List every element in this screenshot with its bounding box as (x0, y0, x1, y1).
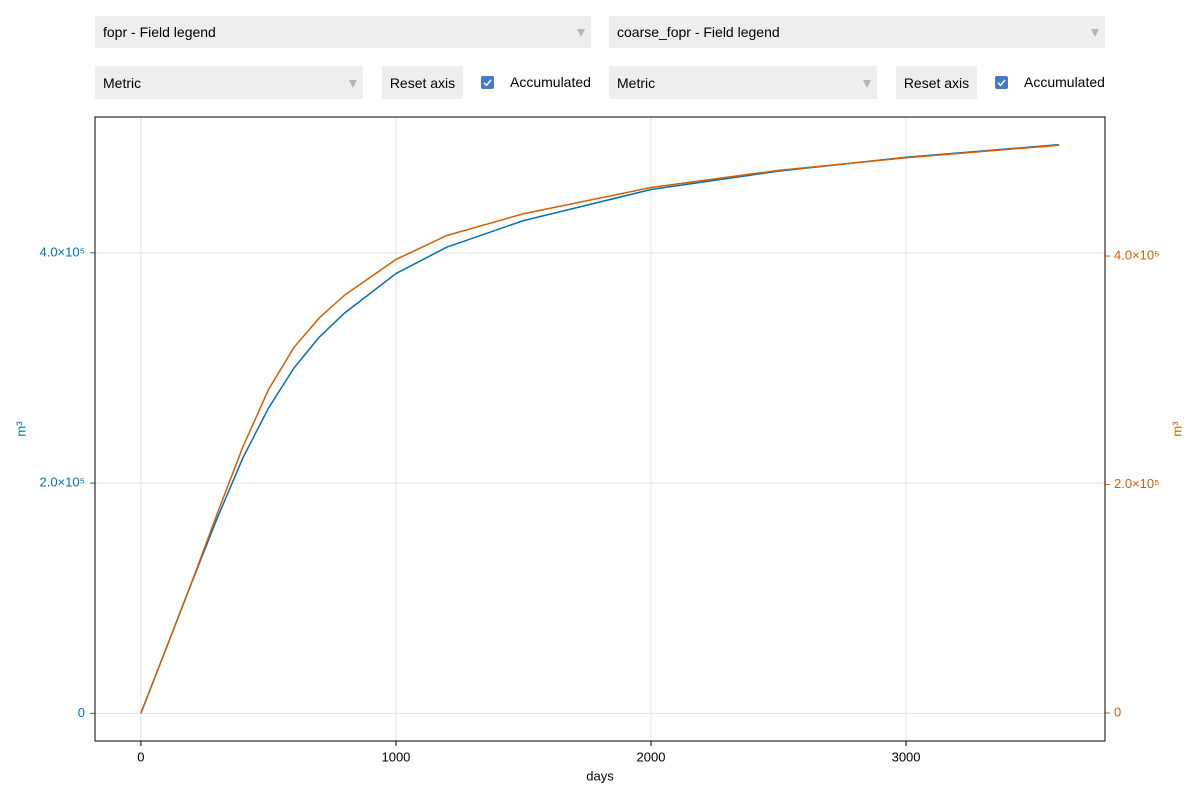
dropdown-text: Metric (103, 74, 142, 91)
field-dropdown[interactable]: coarse_fopr - Field legend (609, 16, 1105, 48)
x-tick-label: 0 (137, 749, 144, 764)
y2-tick-label: 2.0×10⁵ (1114, 476, 1160, 491)
y2-tick-label: 0 (1114, 704, 1121, 719)
button-text: Reset axis (389, 74, 456, 91)
checkmark (997, 79, 1006, 87)
x-tick-label: 2000 (637, 749, 666, 764)
unit-dropdown[interactable]: Metric (95, 66, 363, 99)
checkbox-label[interactable]: Accumulated (1024, 74, 1105, 90)
dropdown-text: Metric (617, 74, 656, 91)
x-tick-label: 1000 (381, 749, 410, 764)
y-axis-label: m³ (13, 421, 28, 437)
y2-axis-label: m³ (1169, 421, 1184, 437)
y-tick-label: 4.0×10⁵ (39, 244, 85, 259)
series-line (140, 143, 1060, 714)
checkbox[interactable] (481, 76, 494, 89)
checkbox-label[interactable]: Accumulated (510, 74, 591, 90)
y-tick-label: 2.0×10⁵ (39, 475, 85, 490)
dropdown-text: coarse_fopr - Field legend (617, 24, 780, 40)
field-dropdown[interactable]: fopr - Field legend (95, 16, 591, 48)
reset-button[interactable]: Reset axis (896, 66, 977, 99)
reset-button[interactable]: Reset axis (382, 66, 463, 99)
series-line (140, 144, 1060, 714)
y-tick-label: 0 (78, 705, 85, 720)
checkmark (483, 79, 492, 87)
button-text: Reset axis (903, 74, 970, 91)
plot-frame (94, 116, 1106, 742)
x-axis-label: days (586, 768, 614, 783)
dropdown-text: fopr - Field legend (103, 24, 216, 40)
x-tick-label: 3000 (892, 749, 921, 764)
checkbox[interactable] (995, 76, 1008, 89)
y2-tick-label: 4.0×10⁵ (1114, 247, 1160, 262)
unit-dropdown[interactable]: Metric (609, 66, 877, 99)
